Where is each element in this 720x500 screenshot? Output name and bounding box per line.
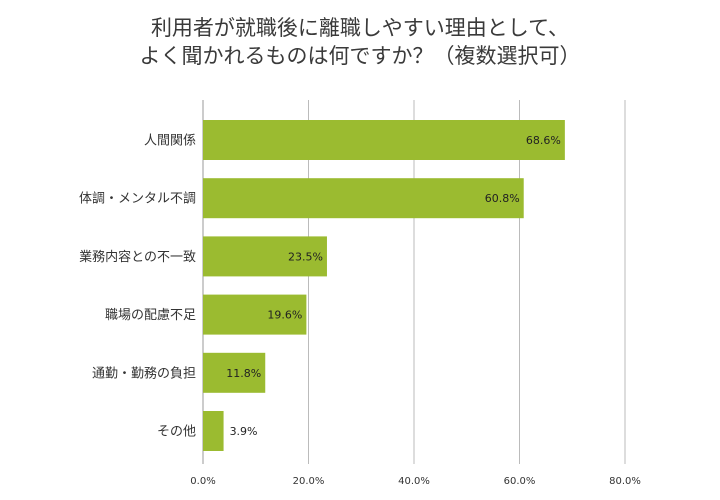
bar [203, 120, 565, 160]
chart-title-line-1: 利用者が就職後に離職しやすい理由として、 [150, 16, 570, 40]
category-label: 業務内容との不一致 [79, 249, 196, 265]
bar [203, 411, 224, 451]
value-label: 19.6% [267, 309, 302, 322]
bar [203, 178, 524, 219]
bar [203, 352, 266, 393]
grid-lines [202, 100, 626, 464]
x-tick-label: 40.0% [398, 476, 430, 487]
category-label: 通勤・勤務の負担 [92, 366, 196, 381]
bars [203, 120, 565, 451]
x-tick-labels: 0.0% 20.0% 40.0% 60.0% 80.0% [190, 476, 641, 487]
x-tick-label: 60.0% [504, 476, 536, 487]
x-tick-label: 20.0% [293, 476, 325, 487]
x-tick-label: 80.0% [609, 476, 641, 487]
chart-title-line-2: よく聞かれるものは何ですか？（複数選択可） [139, 44, 581, 68]
chart-title: 利用者が就職後に離職しやすい理由として、 よく聞かれるものは何ですか？（複数選択… [0, 14, 720, 70]
bar [203, 294, 307, 335]
category-label: 体調・メンタル不調 [79, 192, 196, 207]
value-label: 3.9% [230, 425, 258, 438]
category-label: その他 [157, 425, 196, 440]
value-labels: 68.6% 60.8% 23.5% 19.6% 11.8% 3.9% [226, 134, 561, 438]
category-label: 職場の配慮不足 [105, 308, 196, 323]
bar [203, 236, 327, 277]
value-label: 60.8% [485, 192, 520, 205]
value-label: 23.5% [288, 250, 323, 263]
x-tick-label: 0.0% [190, 476, 215, 487]
category-label: 人間関係 [144, 134, 196, 149]
value-label: 68.6% [526, 134, 561, 147]
value-label: 11.8% [226, 367, 261, 380]
